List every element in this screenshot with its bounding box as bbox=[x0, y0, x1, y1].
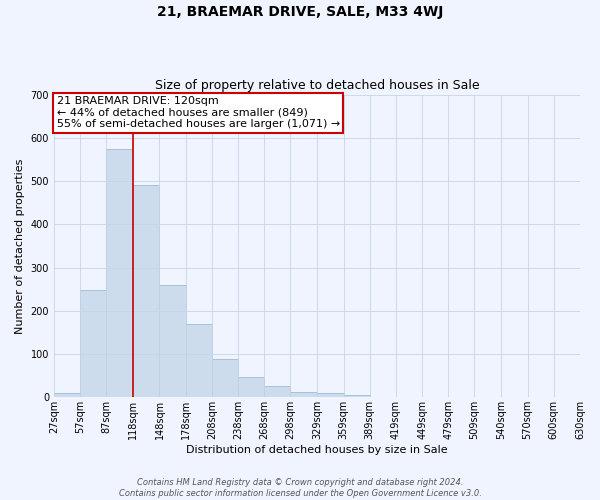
Bar bbox=[238, 377, 264, 398]
Bar bbox=[317, 393, 344, 398]
Bar bbox=[212, 359, 238, 398]
Text: 21 BRAEMAR DRIVE: 120sqm
← 44% of detached houses are smaller (849)
55% of semi-: 21 BRAEMAR DRIVE: 120sqm ← 44% of detach… bbox=[56, 96, 340, 130]
X-axis label: Distribution of detached houses by size in Sale: Distribution of detached houses by size … bbox=[186, 445, 448, 455]
Bar bbox=[106, 148, 133, 398]
Bar bbox=[185, 324, 212, 398]
Title: Size of property relative to detached houses in Sale: Size of property relative to detached ho… bbox=[155, 79, 479, 92]
Bar bbox=[160, 285, 185, 398]
Text: 21, BRAEMAR DRIVE, SALE, M33 4WJ: 21, BRAEMAR DRIVE, SALE, M33 4WJ bbox=[157, 5, 443, 19]
Text: Contains HM Land Registry data © Crown copyright and database right 2024.
Contai: Contains HM Land Registry data © Crown c… bbox=[119, 478, 481, 498]
Y-axis label: Number of detached properties: Number of detached properties bbox=[15, 158, 25, 334]
Bar bbox=[264, 386, 290, 398]
Bar bbox=[54, 393, 80, 398]
Bar bbox=[290, 392, 317, 398]
Bar bbox=[344, 395, 370, 398]
Bar bbox=[80, 290, 106, 398]
Bar bbox=[133, 186, 160, 398]
